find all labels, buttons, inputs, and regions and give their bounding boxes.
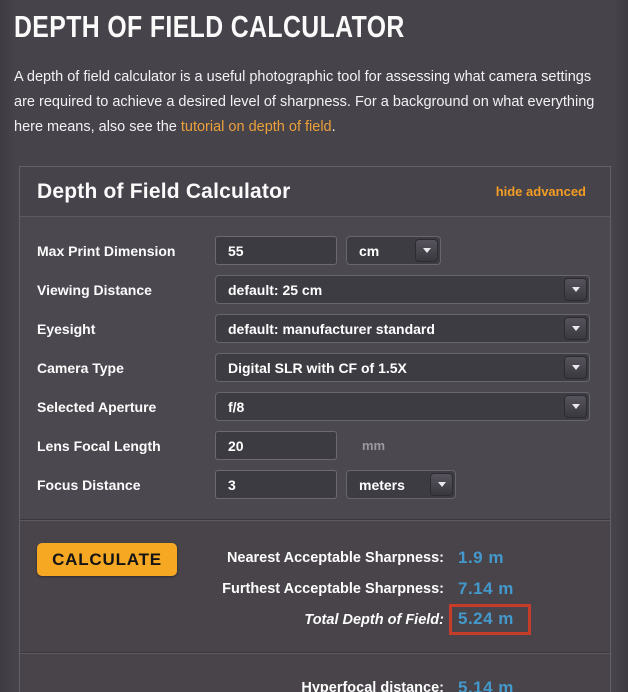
eyesight-label: Eyesight bbox=[37, 320, 96, 337]
row-eyesight: Eyesight default: manufacturer standard bbox=[20, 309, 610, 348]
chevron-down-icon[interactable] bbox=[564, 278, 587, 301]
row-selected-aperture: Selected Aperture f/8 bbox=[20, 387, 610, 426]
camera-type-label: Camera Type bbox=[37, 359, 124, 376]
focus-distance-input[interactable] bbox=[215, 470, 337, 499]
furthest-sharpness-value: 7.14 m bbox=[458, 578, 514, 598]
intro-text-before: A depth of field calculator is a useful … bbox=[14, 69, 595, 135]
eyesight-value: default: manufacturer standard bbox=[228, 320, 435, 337]
chevron-down-icon[interactable] bbox=[564, 356, 587, 379]
calculator-panel-header: Depth of Field Calculator hide advanced bbox=[20, 167, 610, 217]
result-row-furthest: Furthest Acceptable Sharpness: 7.14 m bbox=[20, 573, 610, 604]
hide-advanced-link[interactable]: hide advanced bbox=[495, 184, 586, 199]
eyesight-select[interactable]: default: manufacturer standard bbox=[215, 314, 590, 343]
viewing-distance-value: default: 25 cm bbox=[228, 281, 323, 298]
focus-distance-label: Focus Distance bbox=[37, 476, 141, 493]
results-section: CALCULATE Nearest Acceptable Sharpness: … bbox=[20, 520, 610, 653]
lens-focal-length-label: Lens Focal Length bbox=[37, 437, 161, 454]
hyperfocal-value: 5.14 m bbox=[458, 677, 514, 692]
total-dof-value: 5.24 m bbox=[458, 609, 514, 628]
hyperfocal-label: Hyperfocal distance: bbox=[301, 679, 444, 692]
chevron-down-icon[interactable] bbox=[415, 239, 438, 262]
focus-distance-unit-value: meters bbox=[359, 476, 405, 493]
nearest-sharpness-label: Nearest Acceptable Sharpness: bbox=[226, 549, 444, 566]
total-dof-label: Total Depth of Field: bbox=[304, 611, 444, 628]
camera-type-value: Digital SLR with CF of 1.5X bbox=[228, 359, 407, 376]
calculator-panel: Depth of Field Calculator hide advanced … bbox=[19, 166, 611, 692]
nearest-sharpness-value: 1.9 m bbox=[458, 547, 504, 567]
highlight-annotation: 5.24 m bbox=[449, 604, 531, 635]
furthest-sharpness-label: Furthest Acceptable Sharpness: bbox=[222, 580, 444, 597]
viewing-distance-select[interactable]: default: 25 cm bbox=[215, 275, 590, 304]
tutorial-link[interactable]: tutorial on depth of field bbox=[180, 119, 332, 135]
camera-type-select[interactable]: Digital SLR with CF of 1.5X bbox=[215, 353, 590, 382]
intro-text: A depth of field calculator is a useful … bbox=[14, 65, 614, 140]
aperture-select[interactable]: f/8 bbox=[215, 392, 590, 421]
chevron-down-icon[interactable] bbox=[564, 395, 587, 418]
result-row-total: Total Depth of Field: 5.24 m bbox=[20, 604, 610, 635]
calculate-button[interactable]: CALCULATE bbox=[37, 543, 177, 576]
hyperfocal-section: Hyperfocal distance: 5.14 m bbox=[20, 653, 610, 692]
row-viewing-distance: Viewing Distance default: 25 cm bbox=[20, 270, 610, 309]
selected-aperture-label: Selected Aperture bbox=[37, 398, 157, 415]
calculator-form: Max Print Dimension cm Viewing Distance … bbox=[20, 217, 610, 520]
result-row-hyperfocal: Hyperfocal distance: 5.14 m bbox=[20, 672, 610, 692]
chevron-down-icon[interactable] bbox=[564, 317, 587, 340]
max-print-dimension-input[interactable] bbox=[215, 236, 337, 265]
viewing-distance-label: Viewing Distance bbox=[37, 281, 152, 298]
max-print-unit-select[interactable]: cm bbox=[346, 236, 441, 265]
result-row-nearest: Nearest Acceptable Sharpness: 1.9 m bbox=[20, 542, 610, 573]
page-title: DEPTH OF FIELD CALCULATOR bbox=[14, 9, 405, 44]
calculator-title: Depth of Field Calculator bbox=[37, 179, 291, 203]
row-lens-focal-length: Lens Focal Length mm bbox=[20, 426, 610, 465]
row-focus-distance: Focus Distance meters bbox=[20, 465, 610, 504]
focus-distance-unit-select[interactable]: meters bbox=[346, 470, 456, 499]
focal-length-input[interactable] bbox=[215, 431, 337, 460]
max-print-unit-value: cm bbox=[359, 242, 380, 259]
aperture-value: f/8 bbox=[228, 398, 245, 415]
intro-text-after: . bbox=[331, 119, 336, 135]
chevron-down-icon[interactable] bbox=[430, 473, 453, 496]
row-camera-type: Camera Type Digital SLR with CF of 1.5X bbox=[20, 348, 610, 387]
focal-length-unit-label: mm bbox=[362, 438, 386, 453]
max-print-dimension-label: Max Print Dimension bbox=[37, 242, 176, 259]
row-max-print-dimension: Max Print Dimension cm bbox=[20, 231, 610, 270]
